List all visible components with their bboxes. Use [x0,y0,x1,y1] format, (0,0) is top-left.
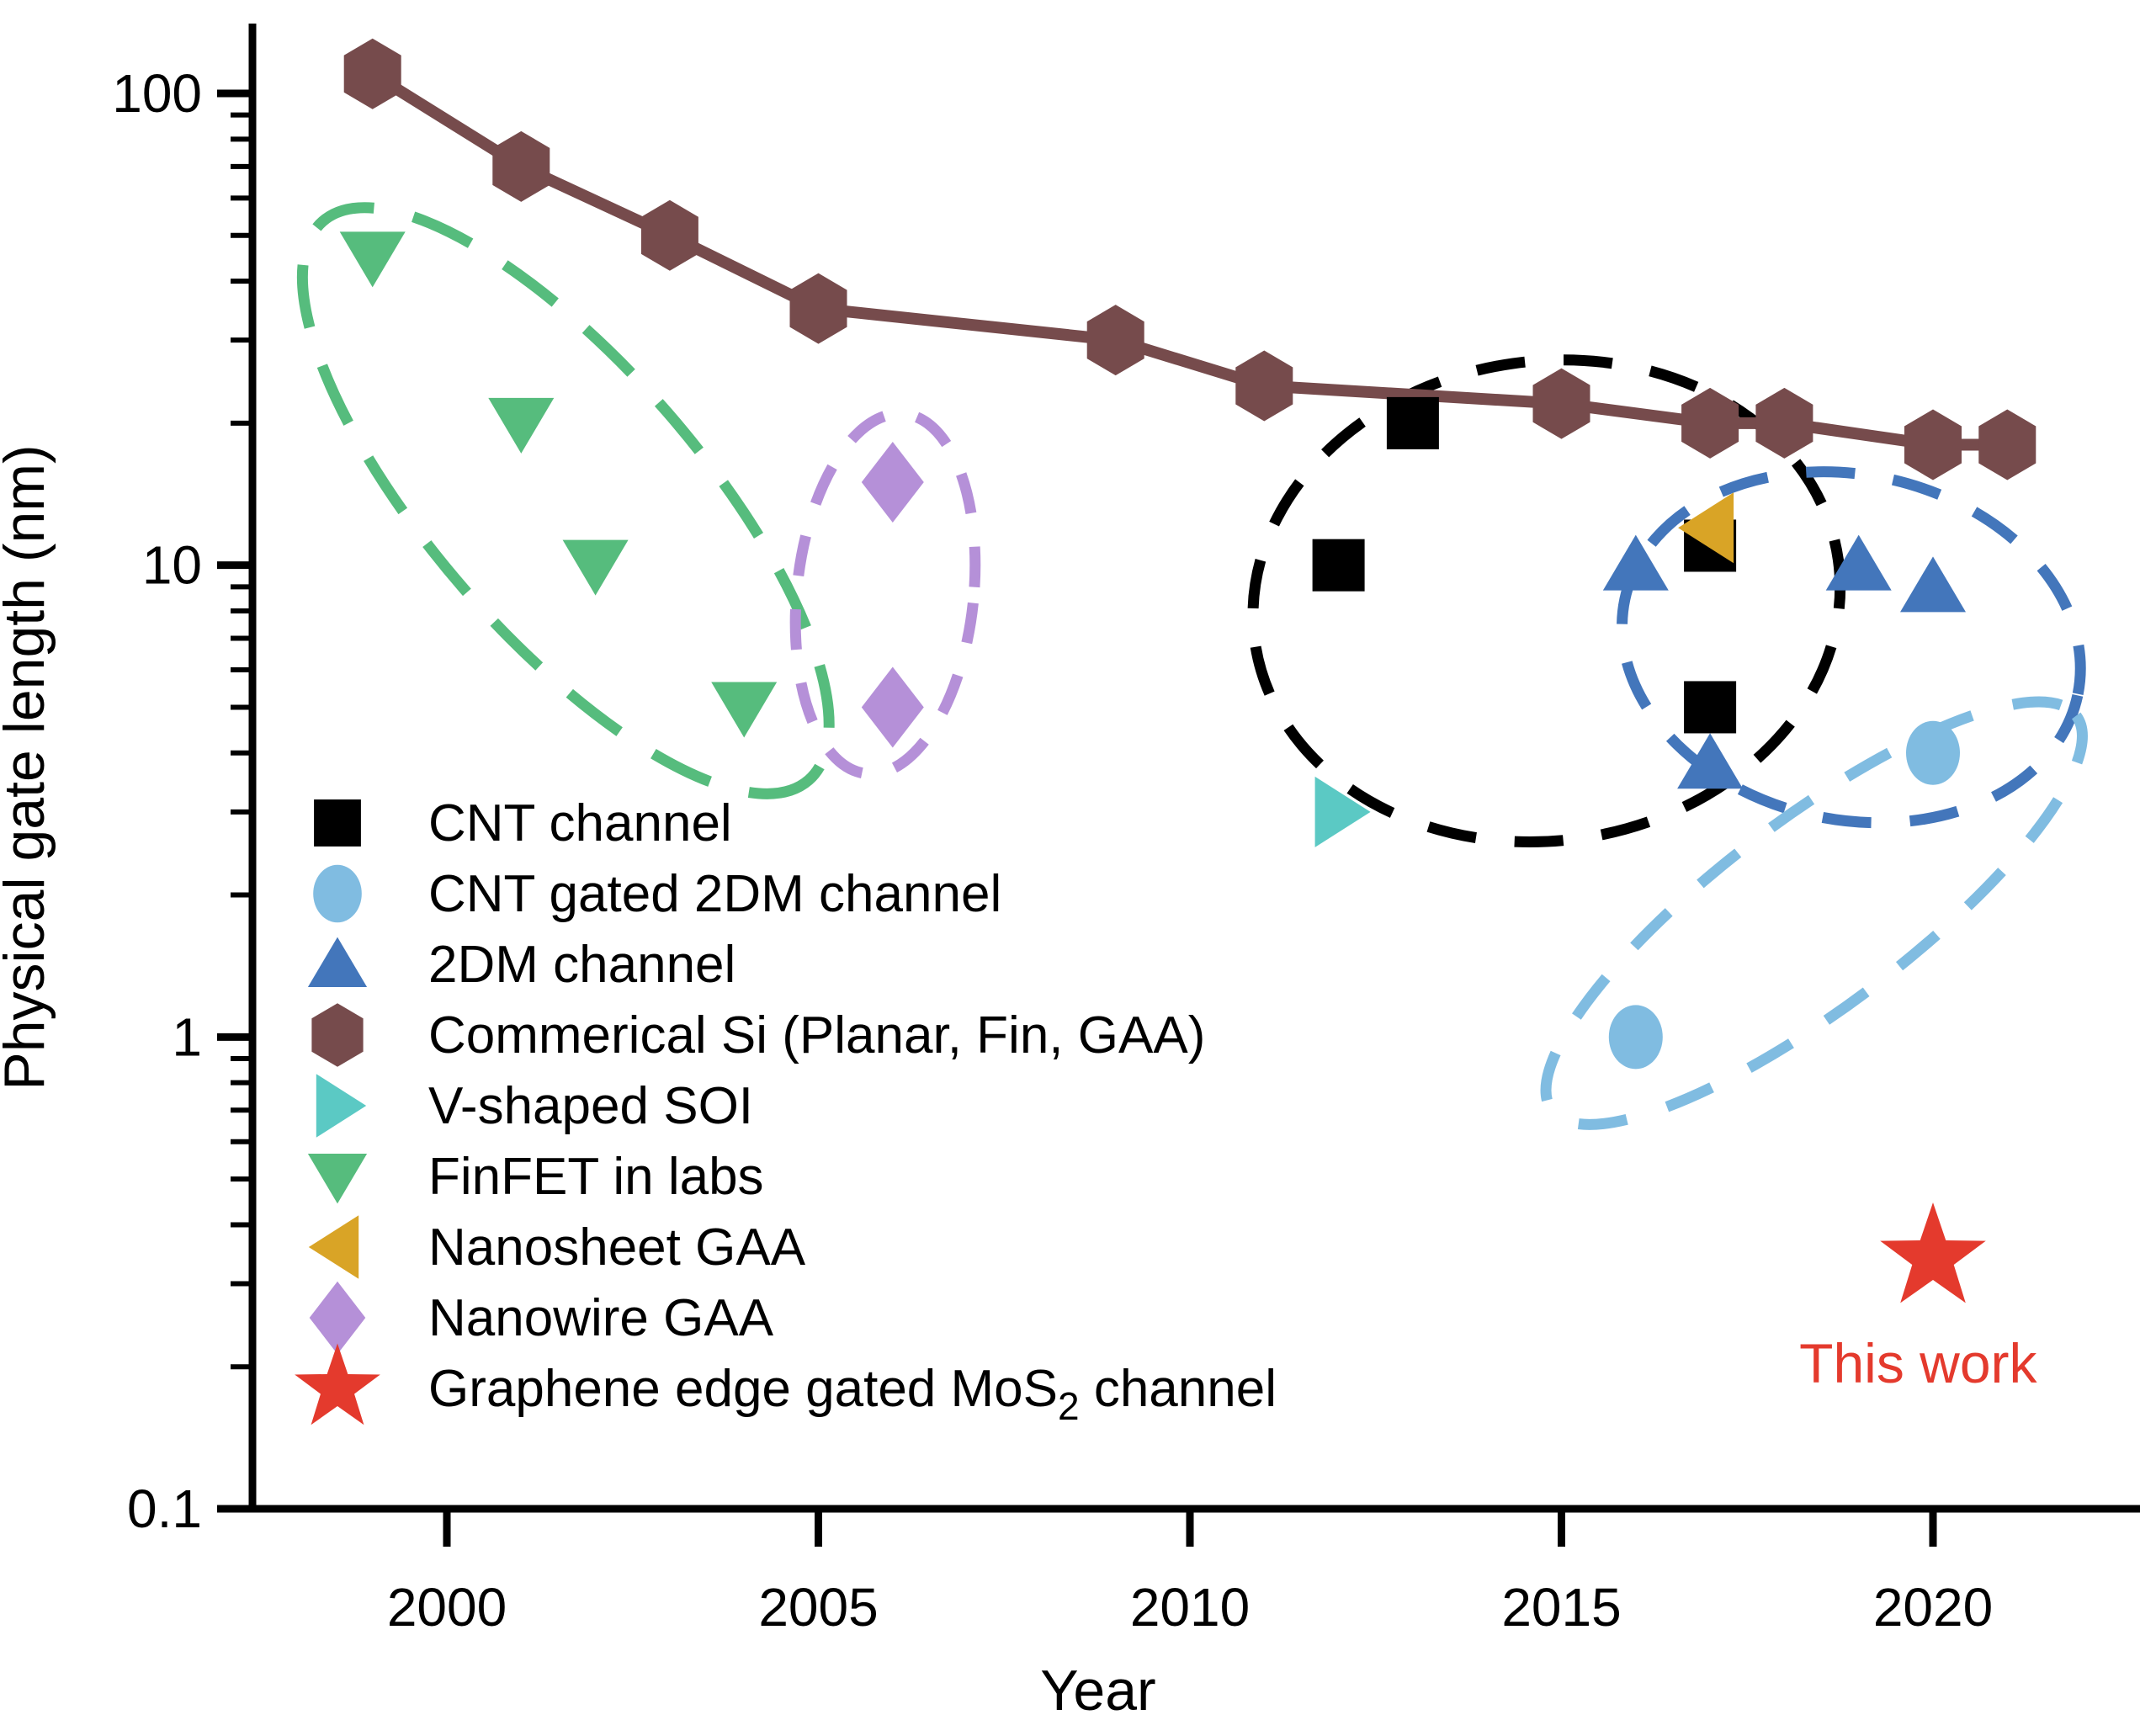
legend-label: FinFET in labs [428,1148,764,1206]
x-tick-label: 2015 [1501,1577,1621,1638]
legend-label: Graphene edge gated MoS2 channel [428,1360,1277,1428]
legend-marker-star [295,1343,380,1425]
this-work-label: This work [1799,1332,2037,1394]
group-ellipse-1 [296,202,835,799]
point-triangle-up [1602,534,1669,591]
x-axis-title: Year [1040,1659,1155,1723]
legend: CNT channel CNT gated 2DM channel 2DM chan… [295,794,1277,1428]
legend-marker-triangle-down [307,1154,368,1204]
point-triangle-down [339,231,406,288]
point-triangle-up [1677,733,1744,789]
point-hexagon [1086,305,1144,376]
legend-marker-triangle-right [316,1074,367,1138]
group-ellipse-3 [1247,354,1846,848]
point-triangle-left [1678,492,1734,564]
tick-labels: 100 10 1 0.1 2000 2005 2010 2015 2020 [112,63,1993,1638]
trend-line-layer [369,68,2008,451]
legend-label: CNT gated 2DM channel [428,865,1001,923]
point-hexagon [1978,409,2036,480]
y-axis-title: Physical gate length (nm) [0,444,56,1090]
point-hexagon [1904,409,1962,480]
point-star [1880,1202,1986,1303]
point-hexagon [1532,368,1590,439]
point-triangle-up [1900,556,1966,613]
group-ellipse-2 [789,407,981,780]
point-square [1386,396,1439,449]
x-ticks [443,1509,1937,1547]
point-triangle-down [711,682,778,738]
legend-label: Commerical Si (Planar, Fin, GAA) [428,1006,1205,1064]
group-ellipse-5 [1540,696,2088,1130]
point-hexagon [789,273,847,344]
legend-marker-circle [313,864,362,923]
legend-marker-triangle-left [308,1215,359,1279]
point-hexagon [1235,350,1293,422]
point-triangle-down [488,397,555,454]
point-circle [1906,720,1960,785]
y-tick-label: 10 [142,535,202,596]
axes [217,24,2140,1547]
point-diamond [861,666,924,748]
point-square [1312,539,1365,592]
x-tick-label: 2010 [1130,1577,1250,1638]
y-ticks [217,89,252,1513]
legend-label: 2DM channel [428,936,735,994]
legend-label: V-shaped SOI [428,1077,753,1135]
point-square [1684,681,1737,734]
y-tick-label: 0.1 [127,1479,202,1539]
point-hexagon [1681,387,1739,459]
legend-marker-hexagon [311,1003,364,1067]
x-tick-label: 2020 [1873,1577,1993,1638]
legend-label: Nanosheet GAA [428,1218,806,1277]
point-hexagon [640,199,698,271]
x-tick-label: 2005 [758,1577,878,1638]
point-triangle-down [562,539,629,596]
point-diamond [861,441,924,523]
x-tick-label: 2000 [387,1577,507,1638]
legend-label: CNT channel [428,794,732,852]
y-tick-label: 1 [172,1006,202,1067]
marker-layer [339,38,2036,1303]
legend-marker-triangle-up [307,937,368,987]
point-hexagon [492,130,550,202]
legend-label: Nanowire GAA [428,1289,774,1347]
y-tick-label: 100 [112,63,202,124]
group-ellipses [296,202,2088,1130]
point-triangle-right [1314,776,1371,847]
legend-marker-diamond [309,1281,366,1355]
point-circle [1608,1005,1663,1070]
group-ellipse-4 [1617,466,2086,829]
si-trend-line [369,68,2008,451]
legend-marker-square [314,799,361,847]
point-hexagon [343,38,401,109]
point-triangle-up [1825,534,1892,591]
point-hexagon [1755,387,1813,459]
